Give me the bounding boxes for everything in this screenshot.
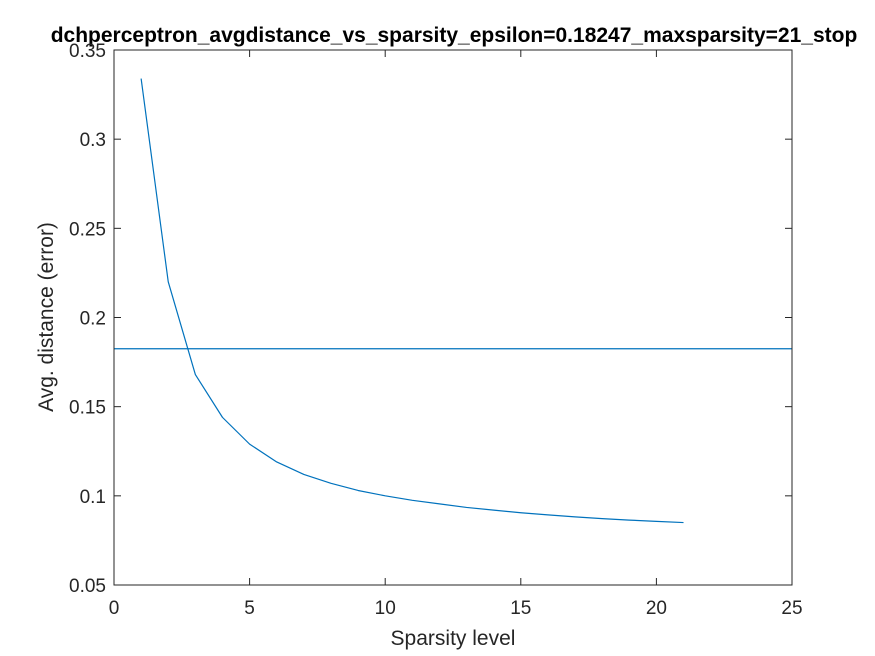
y-axis-label: Avg. distance (error) bbox=[35, 222, 58, 412]
y-tick-label: 0.15 bbox=[69, 398, 106, 419]
y-tick-label: 0.05 bbox=[69, 576, 106, 597]
y-tick-label: 0.1 bbox=[80, 487, 106, 508]
y-axis: 0.05 0.1 0.15 0.2 0.25 0.3 0.35 bbox=[69, 41, 792, 597]
x-axis-label: Sparsity level bbox=[391, 627, 516, 650]
x-tick-label: 15 bbox=[510, 598, 531, 619]
chart-title: dchperceptron_avgdistance_vs_sparsity_ep… bbox=[51, 24, 858, 47]
series-layer bbox=[140, 78, 684, 524]
x-tick-label: 5 bbox=[244, 598, 255, 619]
x-tick-label: 10 bbox=[375, 598, 396, 619]
y-tick-label: 0.3 bbox=[80, 130, 106, 151]
avg-distance-series-line bbox=[140, 78, 684, 524]
plot-area bbox=[114, 50, 792, 585]
y-tick-label: 0.35 bbox=[69, 41, 106, 62]
x-axis: 0 5 10 15 20 25 bbox=[109, 50, 803, 619]
y-tick-label: 0.25 bbox=[69, 219, 106, 240]
x-tick-label: 25 bbox=[781, 598, 802, 619]
x-tick-label: 0 bbox=[109, 598, 120, 619]
x-tick-label: 20 bbox=[646, 598, 667, 619]
y-tick-label: 0.2 bbox=[80, 309, 106, 330]
